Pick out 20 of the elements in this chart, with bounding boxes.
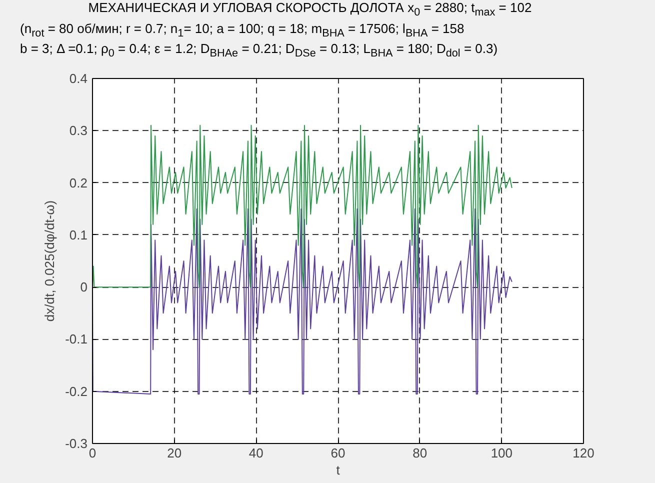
x-tick-label: 100	[490, 446, 513, 460]
x-tick-label: 120	[572, 446, 594, 460]
chart-title: МЕХАНИЧЕСКАЯ И УГЛОВАЯ СКОРОСТЬ ДОЛОТА x$_{0}$ = 2880; t$_{max}$ = 102	[87, 0, 533, 21]
y-tick-label: 0	[80, 280, 88, 295]
y-tick-label: 0.4	[69, 71, 88, 86]
x-tick-label: 20	[167, 446, 182, 460]
line-series	[92, 208, 512, 394]
text: (n$_{rot}$ = 80 об/мин; r = 0.7; n$_{1}$= 10; a = 100; q = 18; m$_{BHA}$ = 17506; l$_{BHA}$ = 158 b = 3; Δ =0.1; ρ$_{0}$ = 0.4; ε = 1.2; D$_{BHAe}$ = 0.21; D$_{DSe}$ = 0.13; L$_{BHA}$ = 180; D$_{dol}$ = 0.3)	[20, 20, 498, 60]
y-tick-label: 0.1	[69, 227, 88, 242]
line-series	[92, 124, 512, 288]
y-tick-label: 0.3	[69, 123, 88, 138]
y-tick-label: 0.2	[69, 175, 88, 190]
y-axis-title: dx/dt, 0.025(dφ/dt-ω)	[42, 200, 58, 322]
y-tick-label: -0.2	[65, 384, 88, 399]
y-tick-label: -0.3	[65, 436, 88, 451]
x-tick-label: 60	[330, 446, 346, 460]
y-tick-label: -0.1	[65, 332, 88, 347]
x-axis-title: t	[336, 462, 340, 478]
x-tick-label: 80	[412, 446, 428, 460]
x-tick-label: 40	[248, 446, 264, 460]
